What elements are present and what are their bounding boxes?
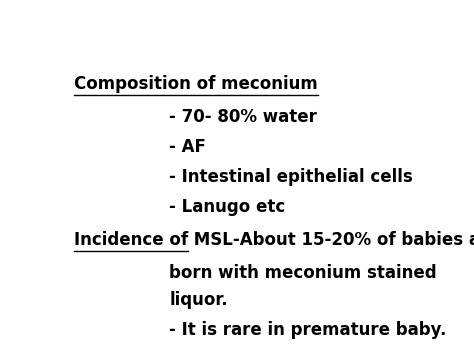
Text: - AF: - AF xyxy=(169,138,206,156)
Text: - Intestinal epithelial cells: - Intestinal epithelial cells xyxy=(169,168,413,186)
Text: - 70- 80% water: - 70- 80% water xyxy=(169,108,317,126)
Text: - Lanugo etc: - Lanugo etc xyxy=(169,198,286,217)
Text: liquor.: liquor. xyxy=(169,291,228,309)
Text: Composition of meconium: Composition of meconium xyxy=(74,75,318,93)
Text: - It is rare in premature baby.: - It is rare in premature baby. xyxy=(169,321,447,339)
Text: Incidence of: Incidence of xyxy=(74,231,188,249)
Text: born with meconium stained: born with meconium stained xyxy=(169,264,437,282)
Text: MSL-About 15-20% of babies are: MSL-About 15-20% of babies are xyxy=(188,231,474,249)
